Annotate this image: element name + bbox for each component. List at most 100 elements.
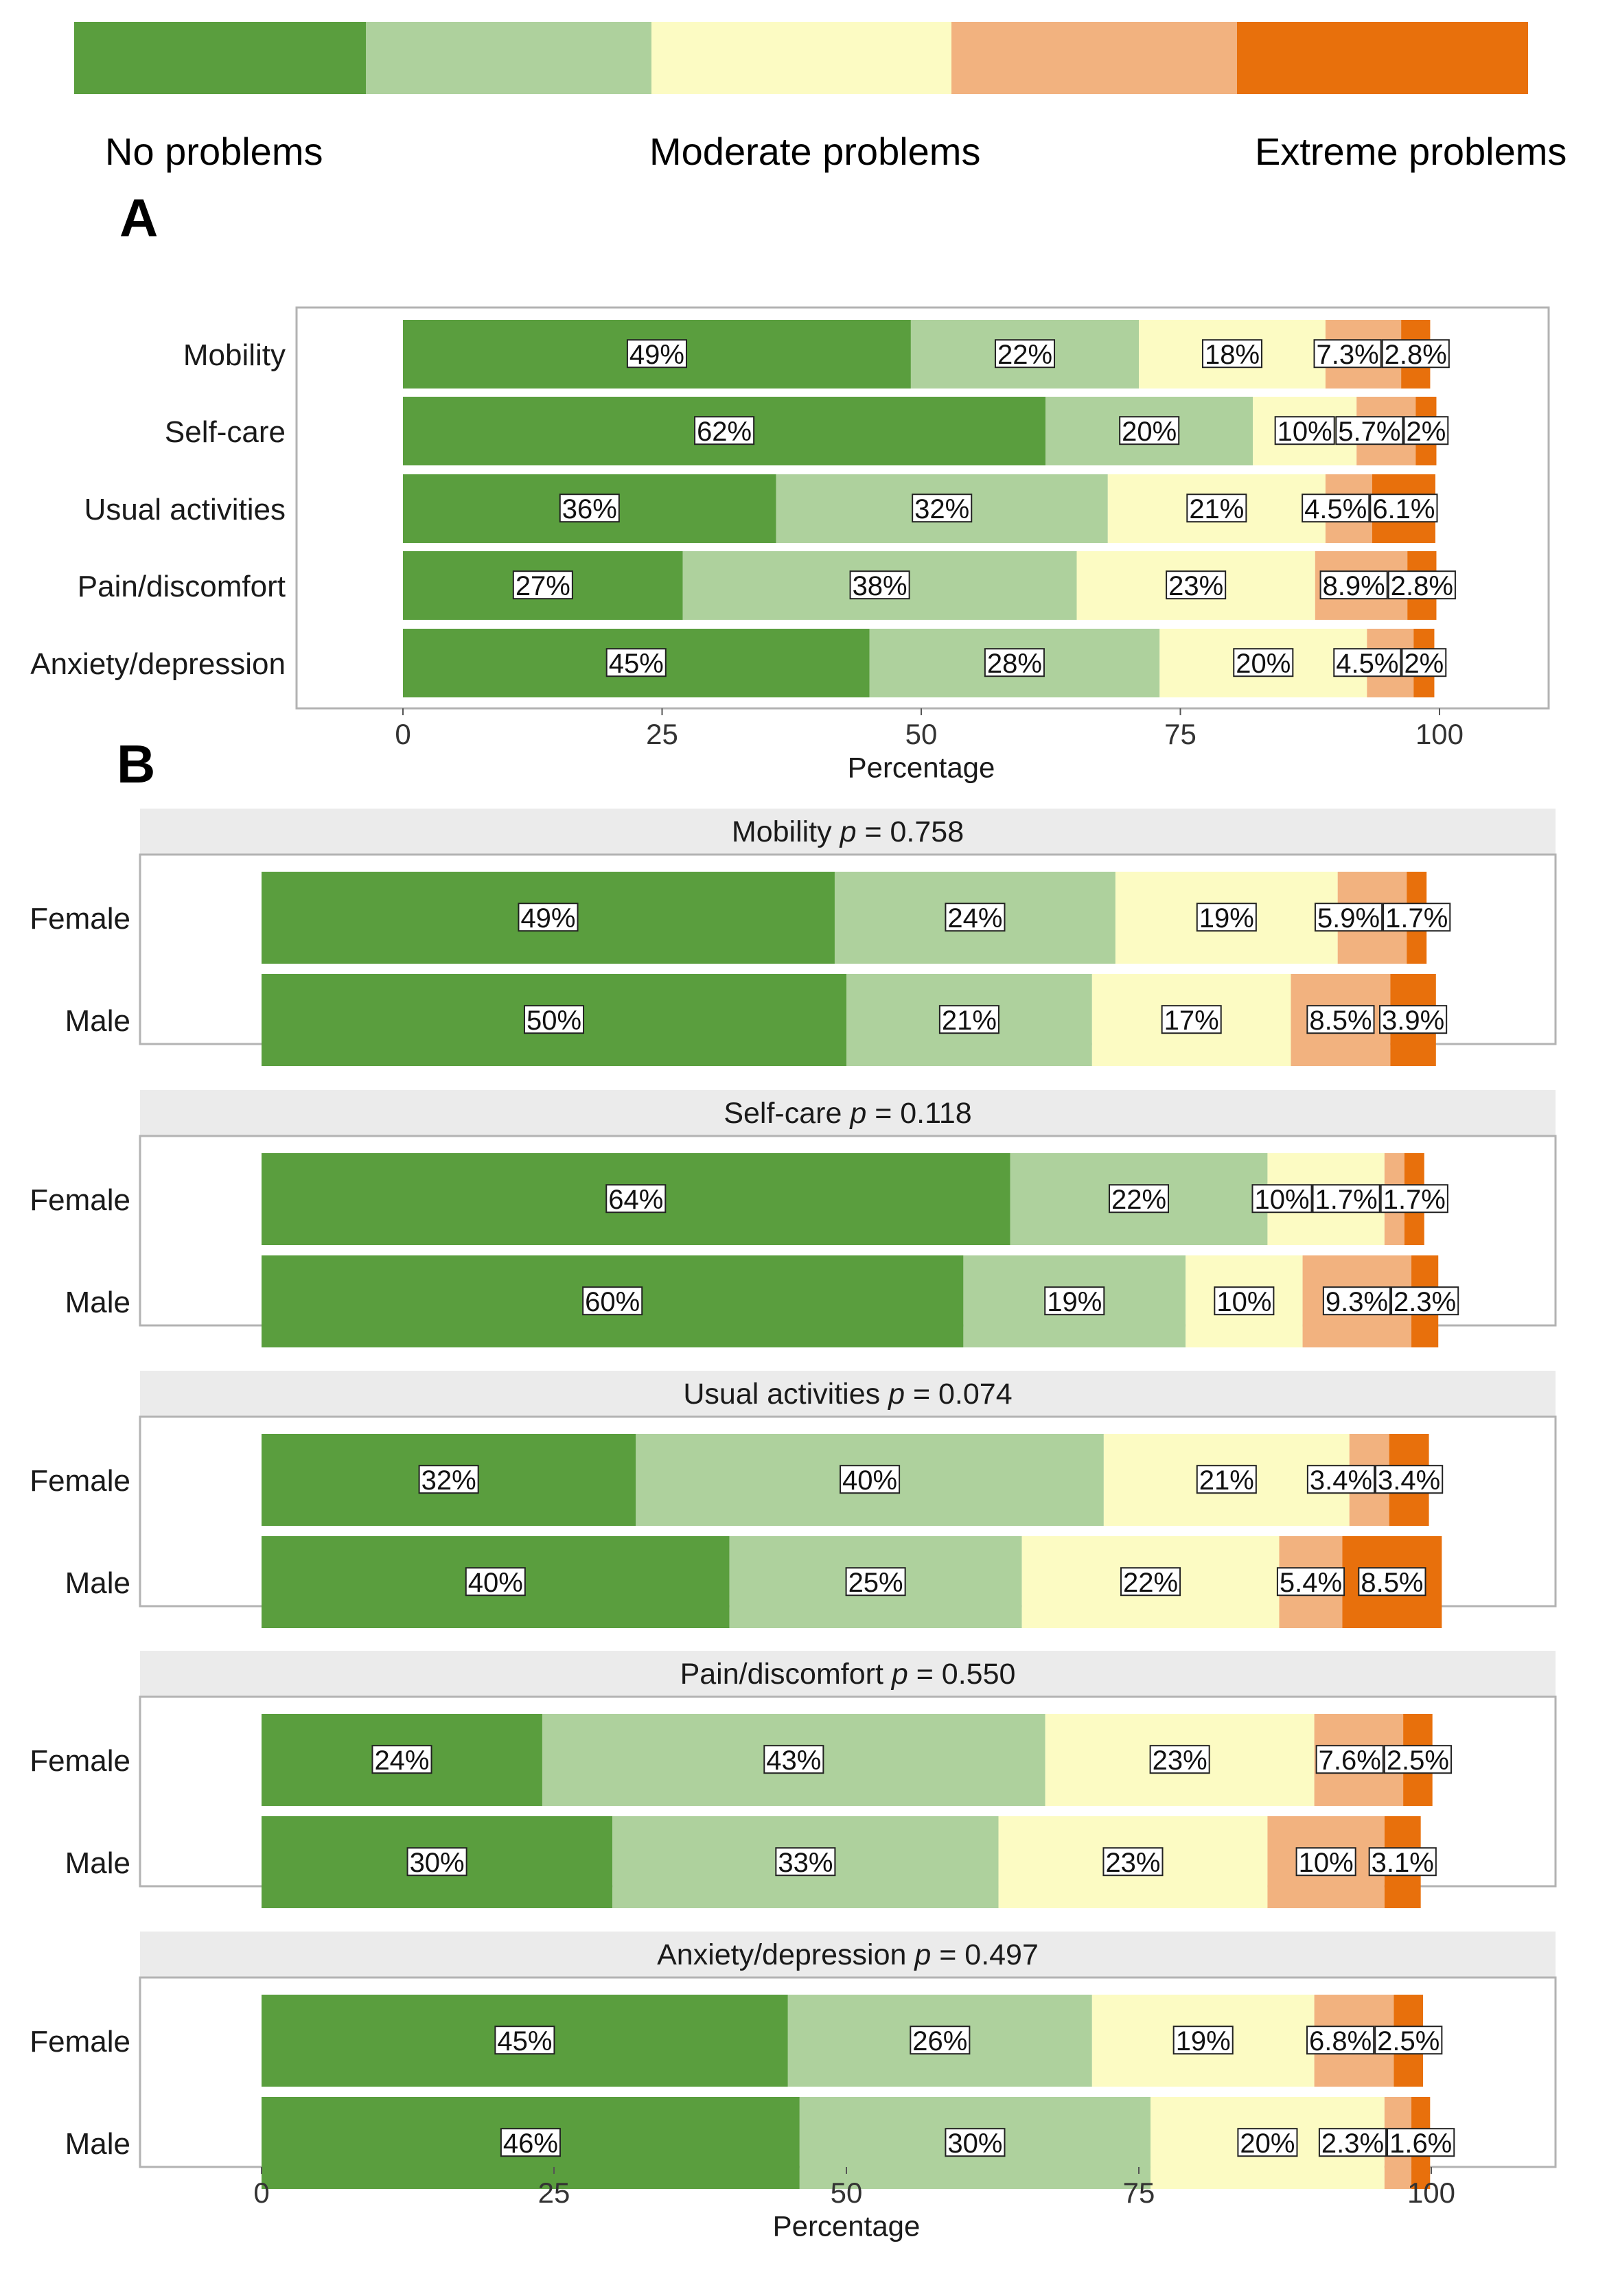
panel-b-usual-activities-male-data-label-5-box xyxy=(1358,1567,1426,1597)
panel-a-tick-label-75: 75 xyxy=(1164,718,1196,750)
panel-a-usual-activities-data-label-1: 36% xyxy=(562,494,617,524)
panel-a-mobility-data-label-3-box xyxy=(1201,339,1263,369)
panel-b-pain-discomfort-female-row: Female 24% 43% 23% 7.6% 2.5% xyxy=(30,1714,1452,1806)
panel-a-self-care-row: Self-care 62% 20% 10% 5.7% 2% xyxy=(165,397,1449,465)
panel-a-mobility-data-label-1-box xyxy=(626,339,687,369)
panel-b-self-care-p-symbol: p xyxy=(848,1097,866,1130)
panel-b-anxiety-depression-male-data-label-4: 2.3% xyxy=(1321,2129,1384,2159)
panel-b-pain-discomfort-male-data-label-4-box xyxy=(1295,1847,1356,1877)
panel-b-anxiety-depression-female-data-label-1-box xyxy=(494,2026,555,2055)
panel-b-mobility-female-data-label-5-box xyxy=(1383,903,1451,932)
panel-b-mobility-p-symbol: p xyxy=(839,815,857,848)
panel-b-pain-discomfort-female-data-label-2-box xyxy=(763,1745,824,1774)
panel-b-self-care-male-data-label-3-box xyxy=(1214,1286,1275,1316)
panel-b-mobility-male-data-label-2-box xyxy=(938,1005,999,1034)
panel-b-pain-discomfort-dimension-name: Pain/discomfort xyxy=(680,1658,892,1691)
panel-a-self-care-data-label-2-box xyxy=(1119,416,1180,445)
panel-b-self-care-female-data-label-3-box xyxy=(1251,1184,1313,1214)
panel-b-usual-activities-female-data-label-5: 3.4% xyxy=(1378,1465,1440,1496)
legend-label-moderate-problems: Moderate problems xyxy=(649,130,980,173)
panel-b-mobility-male-data-label-5: 3.9% xyxy=(1382,1006,1444,1036)
panel-b-tick-label-25: 25 xyxy=(538,2177,570,2209)
panel-b-mobility-male-group-label: Male xyxy=(65,1004,130,1038)
panel-b-pain-discomfort-p-symbol: p xyxy=(890,1658,908,1691)
panel-b-usual-activities-male-data-label-2-box xyxy=(845,1567,906,1597)
panel-b-mobility-female-data-label-2-box xyxy=(945,903,1006,932)
panel-b-self-care-strip-title: Self-care p = 0.118 xyxy=(724,1097,971,1130)
panel-b-pain-discomfort-male-data-label-1: 30% xyxy=(410,1848,465,1878)
legend-swatch-level-4 xyxy=(951,22,1237,94)
panel-b-self-care-male-data-label-4: 9.3% xyxy=(1326,1287,1388,1317)
panel-b-usual-activities-male-data-label-1: 40% xyxy=(468,1568,523,1598)
panel-a-pain-discomfort-category-label: Pain/discomfort xyxy=(78,570,286,603)
panel-b-pain-discomfort-male-data-label-3: 23% xyxy=(1105,1848,1160,1878)
panel-a-pain-discomfort-data-label-5-box xyxy=(1387,570,1456,600)
panel-b-mobility-female-data-label-1: 49% xyxy=(520,903,575,934)
panel-a-pain-discomfort-data-label-4: 8.9% xyxy=(1323,571,1385,601)
panel-a-pain-discomfort-data-label-5: 2.8% xyxy=(1391,571,1453,601)
panel-b-mobility-dimension-name: Mobility xyxy=(732,815,840,848)
panel-b-mobility-female-row: Female 49% 24% 19% 5.9% 1.7% xyxy=(30,872,1451,964)
panel-b-anxiety-depression-female-data-label-2: 26% xyxy=(912,2026,967,2056)
panel-a-mobility-data-label-2-box xyxy=(994,339,1056,369)
panel-a-anxiety-depression-data-label-1: 45% xyxy=(609,649,664,679)
panel-b-usual-activities-male-row: Male 40% 25% 22% 5.4% 8.5% xyxy=(65,1536,1442,1628)
panel-b-mobility-female-data-label-4-box xyxy=(1314,903,1383,932)
panel-b-anxiety-depression-male-data-label-2: 30% xyxy=(947,2129,1002,2159)
panel-b-anxiety-depression-male-data-label-1: 46% xyxy=(503,2129,558,2159)
panel-a-usual-activities-data-label-4: 4.5% xyxy=(1304,494,1367,524)
panel-b-mobility-female-data-label-3-box xyxy=(1196,903,1257,932)
panel-b-mobility-strip xyxy=(140,809,1556,855)
panel-a-self-care-data-label-1: 62% xyxy=(697,417,752,447)
panel-b-usual-activities-strip xyxy=(140,1371,1556,1417)
panel-b-mobility-male-data-label-3-box xyxy=(1161,1005,1222,1034)
panel-a-pain-discomfort-data-label-1: 27% xyxy=(516,571,570,601)
panel-b-pain-discomfort-female-data-label-3: 23% xyxy=(1153,1746,1207,1776)
panel-b-anxiety-depression-dimension-name: Anxiety/depression xyxy=(657,1938,914,1971)
panel-b-usual-activities-female-data-label-1: 32% xyxy=(421,1465,476,1496)
panel-b-self-care-female-group-label: Female xyxy=(30,1183,130,1217)
panel-b-usual-activities-p-value: = 0.074 xyxy=(905,1378,1013,1411)
panel-a-mobility-data-label-4-box xyxy=(1313,339,1382,369)
panel-b-self-care-male-data-label-5: 2.3% xyxy=(1394,1287,1456,1317)
panel-b-usual-activities-female-data-label-3: 21% xyxy=(1199,1465,1254,1496)
panel-b-self-care-female-data-label-4-box xyxy=(1312,1184,1380,1214)
panel-b-usual-activities-female-data-label-4: 3.4% xyxy=(1310,1465,1372,1496)
panel-b-anxiety-depression-male-data-label-4-box xyxy=(1318,2128,1387,2157)
panel-b-usual-activities-strip-title: Usual activities p = 0.074 xyxy=(683,1378,1012,1411)
panel-b-self-care-male-data-label-3: 10% xyxy=(1216,1287,1271,1317)
panel-a-mobility-data-label-5-box xyxy=(1381,339,1450,369)
panel-a-self-care-data-label-3-box xyxy=(1274,416,1335,445)
panel-a-self-care-data-label-5-box xyxy=(1403,416,1449,445)
panel-a-x-axis-title: Percentage xyxy=(848,751,995,783)
panel-a-self-care-data-label-4-box xyxy=(1335,416,1404,445)
panel-b-tick-label-0: 0 xyxy=(253,2177,269,2209)
panel-b-pain-discomfort-facet: Pain/discomfort p = 0.550 Female 24% 43% 23%… xyxy=(30,1651,1557,1908)
panel-b-mobility-male-data-label-1: 50% xyxy=(527,1006,581,1036)
panel-b-self-care-male-data-label-1: 60% xyxy=(585,1287,640,1317)
panel-b-pain-discomfort-female-data-label-1-box xyxy=(371,1745,432,1774)
panel-b-self-care-p-value: = 0.118 xyxy=(866,1097,971,1130)
panel-b-anxiety-depression-female-data-label-2-box xyxy=(910,2026,971,2055)
panel-a-tick-label-0: 0 xyxy=(395,718,411,750)
panel-a-self-care-data-label-2: 20% xyxy=(1122,417,1177,447)
panel-b-anxiety-depression-facet: Anxiety/depression p = 0.497 Female 45% 26%… xyxy=(30,1932,1557,2189)
panel-a-anxiety-depression-data-label-3: 20% xyxy=(1236,649,1291,679)
panel-b-self-care-male-data-label-2: 19% xyxy=(1047,1287,1102,1317)
panel-a-tick-label-25: 25 xyxy=(646,718,678,750)
panel-b-anxiety-depression-female-data-label-5: 2.5% xyxy=(1377,2026,1440,2056)
panel-a-mobility-category-label: Mobility xyxy=(183,338,286,372)
panel-a-self-care-data-label-4: 5.7% xyxy=(1338,417,1400,447)
panel-a-tick-label-50: 50 xyxy=(905,718,938,750)
panel-a-usual-activities-data-label-5: 6.1% xyxy=(1372,494,1435,524)
panel-b-pain-discomfort-female-data-label-4-box xyxy=(1315,1745,1384,1774)
panel-b-usual-activities-male-data-label-4: 5.4% xyxy=(1280,1568,1342,1598)
panel-a-frame xyxy=(295,306,1550,710)
panel-b-pain-discomfort-male-data-label-2-box xyxy=(775,1847,836,1877)
panel-b-anxiety-depression-female-row: Female 45% 26% 19% 6.8% 2.5% xyxy=(30,1995,1443,2087)
panel-a-pain-discomfort-data-label-1-box xyxy=(512,570,573,600)
panel-b-mobility-male-data-label-4: 8.5% xyxy=(1309,1006,1372,1036)
panel-b-mobility-male-data-label-1-box xyxy=(523,1005,585,1034)
panel-a-tick-label-100: 100 xyxy=(1415,718,1464,750)
